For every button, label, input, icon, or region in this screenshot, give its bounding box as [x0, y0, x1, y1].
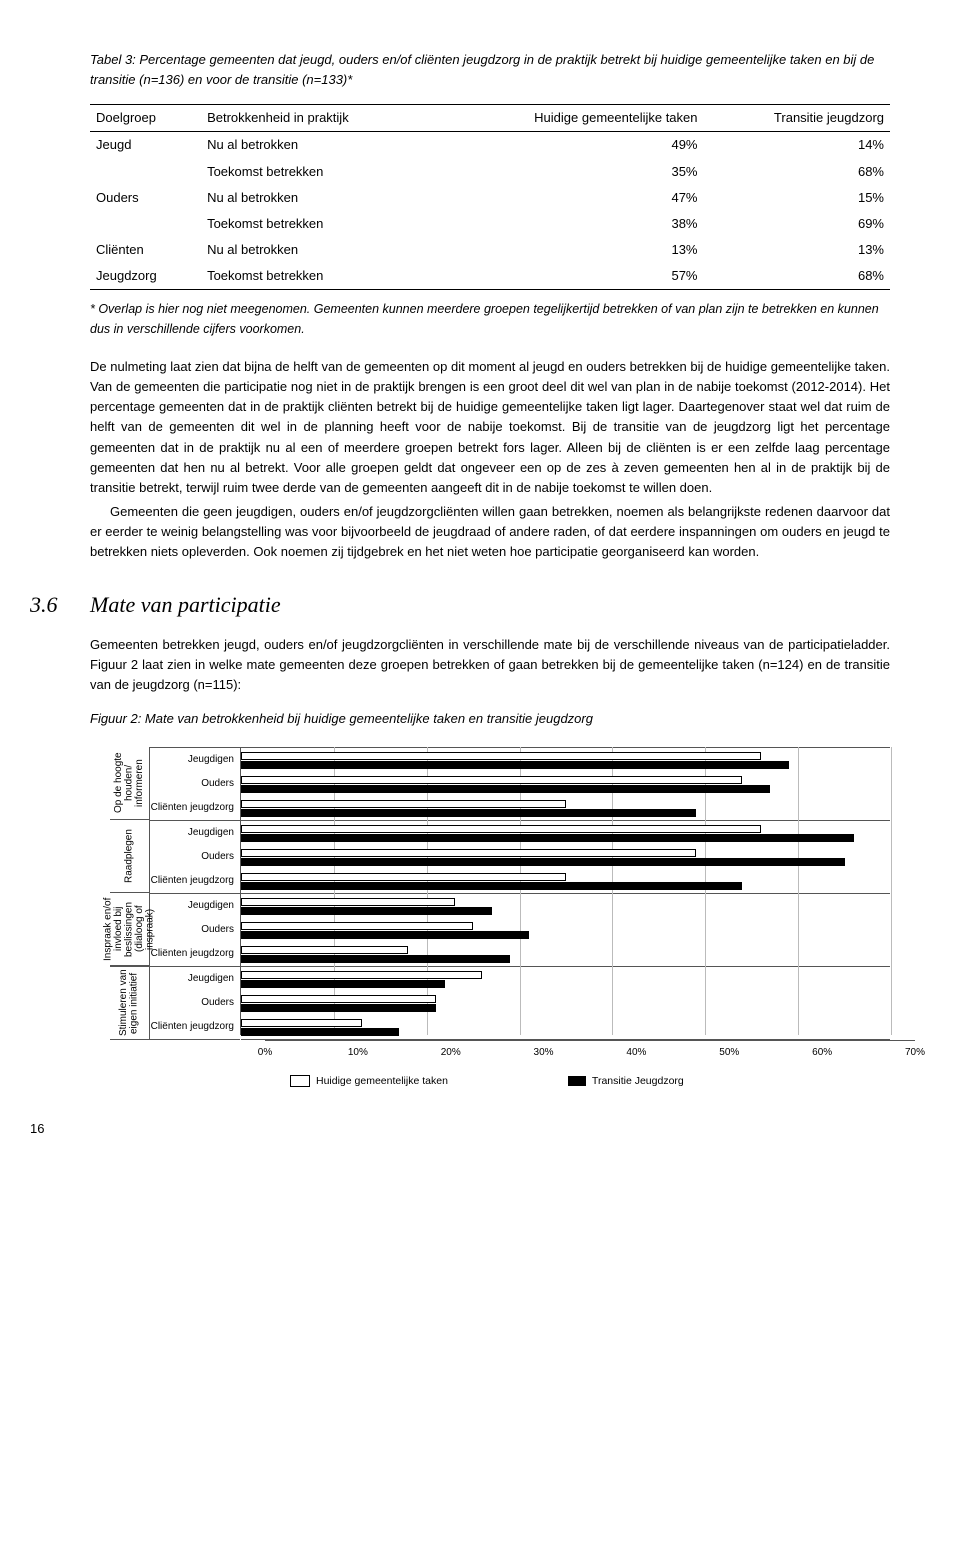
table-row: CliëntenNu al betrokken13%13%: [90, 237, 890, 263]
legend-huidige: Huidige gemeentelijke taken: [290, 1073, 448, 1089]
bar-huidige: [241, 946, 408, 954]
bar-transitie: [241, 809, 696, 817]
table-footnote: * Overlap is hier nog niet meegenomen. G…: [90, 300, 890, 339]
bar-row-label: Jeugdigen: [150, 821, 240, 845]
bar-transitie: [241, 1028, 399, 1036]
bar-transitie: [241, 785, 770, 793]
bar-row-label: Cliënten jeugdzorg: [150, 942, 240, 966]
bar-transitie: [241, 980, 445, 988]
bar-row-label: Ouders: [150, 845, 240, 869]
section-number: 3.6: [30, 588, 90, 622]
figure-chart: Op de hoogte houden/ informerenRaadplege…: [110, 747, 890, 1089]
bar-row: [241, 821, 890, 845]
x-tick: 60%: [812, 1045, 832, 1061]
bar-huidige: [241, 800, 566, 808]
bar-huidige: [241, 752, 761, 760]
bar-row: [241, 942, 890, 966]
x-tick: 0%: [258, 1045, 272, 1061]
table-caption: Tabel 3: Percentage gemeenten dat jeugd,…: [90, 50, 890, 90]
category-label: Raadplegen: [110, 820, 150, 893]
bar-transitie: [241, 955, 510, 963]
bar-row-label: Ouders: [150, 991, 240, 1015]
x-tick: 50%: [719, 1045, 739, 1061]
bar-row-label: Cliënten jeugdzorg: [150, 1015, 240, 1039]
bar-row: [241, 967, 890, 991]
bar-transitie: [241, 907, 492, 915]
bar-row-label: Jeugdigen: [150, 894, 240, 918]
bar-transitie: [241, 882, 742, 890]
bar-huidige: [241, 898, 455, 906]
data-table: Doelgroep Betrokkenheid in praktijk Huid…: [90, 104, 890, 290]
bar-huidige: [241, 1019, 362, 1027]
bar-row: [241, 748, 890, 772]
bar-row: [241, 991, 890, 1015]
bar-row: [241, 869, 890, 893]
bar-transitie: [241, 858, 845, 866]
x-tick: 70%: [905, 1045, 925, 1061]
table-row: Toekomst betrekken38%69%: [90, 211, 890, 237]
category-label: Stimuleren van eigen initiatief: [110, 966, 150, 1040]
bar-huidige: [241, 776, 742, 784]
bar-row: [241, 894, 890, 918]
bar-row-label: Ouders: [150, 772, 240, 796]
x-tick: 10%: [348, 1045, 368, 1061]
section-title: Mate van participatie: [90, 588, 281, 622]
body-paragraph-2: Gemeenten die geen jeugdigen, ouders en/…: [90, 502, 890, 562]
bar-huidige: [241, 971, 482, 979]
bar-huidige: [241, 849, 696, 857]
bar-row-label: Cliënten jeugdzorg: [150, 796, 240, 820]
section-intro: Gemeenten betrekken jeugd, ouders en/of …: [90, 635, 890, 695]
th-transitie: Transitie jeugdzorg: [704, 105, 891, 132]
bar-row: [241, 772, 890, 796]
category-label: Inspraak en/of invloed bij beslissingen …: [110, 893, 150, 966]
bar-row: [241, 918, 890, 942]
bar-row-label: Jeugdigen: [150, 748, 240, 772]
bar-huidige: [241, 922, 473, 930]
legend-transitie: Transitie Jeugdzorg: [568, 1073, 684, 1089]
th-betrokkenheid: Betrokkenheid in praktijk: [201, 105, 436, 132]
bar-transitie: [241, 931, 529, 939]
x-tick: 20%: [441, 1045, 461, 1061]
x-tick: 40%: [626, 1045, 646, 1061]
page-number: 16: [30, 1119, 890, 1139]
table-row: JeugdzorgToekomst betrekken57%68%: [90, 263, 890, 290]
th-doelgroep: Doelgroep: [90, 105, 201, 132]
bar-row: [241, 845, 890, 869]
bar-row-label: Ouders: [150, 918, 240, 942]
table-row: JeugdNu al betrokken49%14%: [90, 132, 890, 159]
x-tick: 30%: [534, 1045, 554, 1061]
bar-huidige: [241, 825, 761, 833]
bar-transitie: [241, 834, 854, 842]
body-paragraph-1: De nulmeting laat zien dat bijna de helf…: [90, 357, 890, 498]
category-label: Op de hoogte houden/ informeren: [110, 747, 150, 820]
bar-row-label: Jeugdigen: [150, 967, 240, 991]
figure-caption: Figuur 2: Mate van betrokkenheid bij hui…: [90, 709, 890, 729]
bar-huidige: [241, 873, 566, 881]
table-row: Toekomst betrekken35%68%: [90, 159, 890, 185]
bar-row: [241, 796, 890, 820]
bar-transitie: [241, 1004, 436, 1012]
table-row: OudersNu al betrokken47%15%: [90, 185, 890, 211]
th-huidige: Huidige gemeentelijke taken: [436, 105, 704, 132]
bar-huidige: [241, 995, 436, 1003]
chart-legend: Huidige gemeentelijke taken Transitie Je…: [290, 1073, 890, 1089]
bar-row: [241, 1015, 890, 1039]
bar-row-label: Cliënten jeugdzorg: [150, 869, 240, 893]
bar-transitie: [241, 761, 789, 769]
